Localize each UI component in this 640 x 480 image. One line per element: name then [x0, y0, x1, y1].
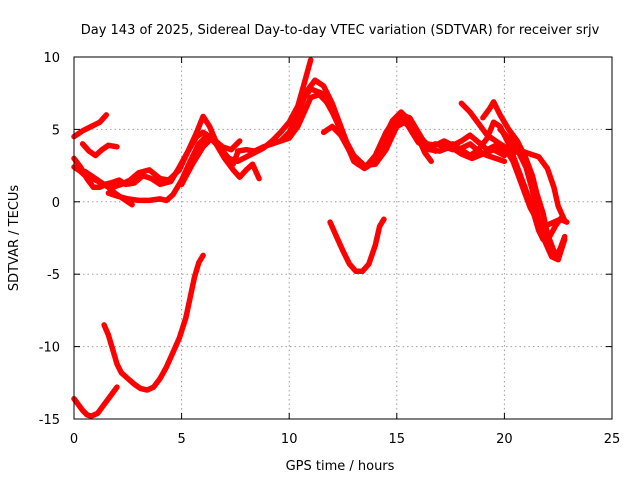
series-arc-15 [480, 99, 568, 260]
y-axis-label: SDTVAR / TECUs [7, 185, 22, 292]
series-arc-6 [105, 132, 262, 204]
series-arc-12 [424, 141, 508, 165]
x-tick-label: 5 [177, 432, 185, 447]
series-arc-1 [71, 112, 110, 140]
series-arc-2 [79, 141, 120, 159]
x-axis-label: GPS time / hours [286, 459, 395, 474]
y-tick-label: -10 [39, 341, 60, 356]
x-tick-label: 0 [70, 432, 78, 447]
series-arc-14 [458, 100, 570, 228]
plot-area [71, 57, 570, 419]
series-arc-16 [497, 126, 568, 263]
y-tick-label: 5 [52, 123, 60, 138]
x-tick-label: 20 [496, 432, 513, 447]
series-arc-17 [327, 216, 387, 275]
grid [74, 57, 612, 419]
x-tick-label: 25 [604, 432, 621, 447]
axes: 0 5 10 15 20 25 -15 -10 -5 0 5 10 [39, 51, 621, 447]
x-tick-label: 10 [281, 432, 298, 447]
y-tick-label: 10 [43, 51, 60, 66]
y-tick-label: -15 [39, 413, 60, 428]
x-tick-label: 15 [389, 432, 406, 447]
y-tick-label: -5 [47, 268, 60, 283]
series-arc-11 [320, 109, 568, 224]
series-arc-18 [71, 384, 120, 419]
y-tick-label: 0 [52, 196, 60, 211]
series-arc-19 [101, 252, 206, 393]
plot-frame [73, 56, 613, 420]
series-arc-7 [178, 57, 314, 188]
chart-title: Day 143 of 2025, Sidereal Day-to-day VTE… [81, 23, 600, 38]
